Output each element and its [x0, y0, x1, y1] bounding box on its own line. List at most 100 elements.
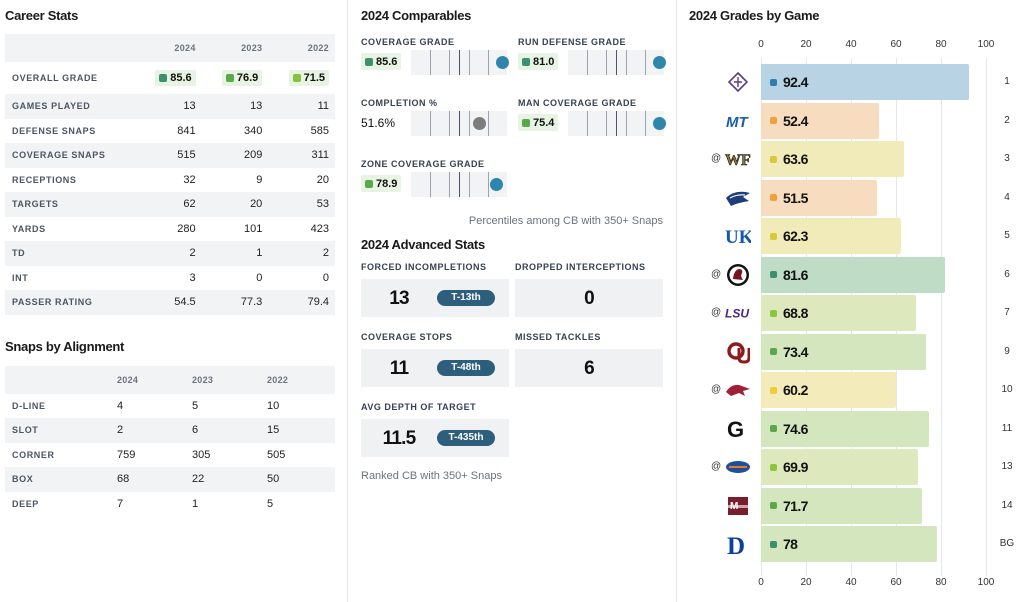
- grade-color-icon: [292, 74, 301, 82]
- grade-color-icon: [365, 179, 373, 188]
- game-grade-label: 73.4: [770, 344, 808, 360]
- grade-color-icon: [770, 502, 777, 509]
- year-header: 2022: [307, 43, 329, 53]
- week-label: 2: [1004, 114, 1010, 126]
- year-header: 2023: [192, 374, 214, 385]
- grade-color-icon: [522, 118, 530, 127]
- grades-by-game-column: 2024 Grades by Game 0 0 20 20 40 40 60 60 80 80 10…: [689, 8, 1019, 602]
- week-label: 11: [1001, 422, 1013, 434]
- rank-badge: T-48th: [437, 360, 495, 376]
- comparables-title: 2024 Comparables: [361, 8, 472, 23]
- game-row[interactable]: G 74.6 11: [689, 410, 1019, 447]
- game-row[interactable]: D 78 BG: [689, 526, 1019, 562]
- game-row[interactable]: @ LSU 68.8 7: [689, 295, 1019, 331]
- game-row[interactable]: M 71.7 14: [689, 487, 1019, 524]
- game-row[interactable]: 73.4 9: [689, 333, 1019, 370]
- stat-row: DEFENSE SNAPS 841 340 585: [5, 119, 335, 144]
- stat-value: 515: [177, 149, 196, 162]
- row-label: YARDS: [12, 223, 46, 234]
- week-label: 5: [1004, 230, 1010, 241]
- row-label: TD: [12, 248, 26, 259]
- grade-color-icon: [770, 78, 777, 86]
- percentile-tick: [459, 111, 460, 136]
- comparable-value-text: 85.6: [376, 55, 398, 68]
- away-indicator: @: [711, 384, 722, 395]
- comparable-row: 75.4: [518, 111, 666, 136]
- overall-grade-row: OVERALL GRADE 85.6 76.9 71.5: [5, 62, 335, 94]
- grade-bar: [761, 526, 937, 562]
- row-label: DEEP: [12, 498, 39, 509]
- alignment-row: DEEP 7 1 5: [5, 492, 335, 517]
- grade-color-icon: [770, 117, 777, 124]
- percentile-tick: [626, 50, 627, 75]
- game-row[interactable]: 92.4 1: [689, 64, 1019, 100]
- chart-gridline: [986, 58, 987, 576]
- stat-row: RECEPTIONS 32 9 20: [5, 168, 335, 193]
- advanced-stat-value: 11.5: [382, 428, 417, 449]
- grade-color-icon: [770, 540, 777, 548]
- percentile-marker: [653, 56, 666, 69]
- comparable-value-text: 75.4: [533, 116, 555, 129]
- grade-chip: 76.9: [221, 70, 263, 86]
- comparable-item: COVERAGE GRADE 85.6: [361, 37, 509, 77]
- x-tick-bottom: 100: [977, 577, 995, 588]
- percentile-marker: [653, 117, 666, 130]
- percentile-tick: [616, 111, 617, 136]
- percentile-tick: [430, 50, 431, 75]
- advanced-stats-title: 2024 Advanced Stats: [361, 237, 485, 252]
- game-grade-value: 81.6: [783, 266, 808, 283]
- advanced-stat-box: 11 T-48th: [361, 349, 509, 387]
- stat-value: 20: [250, 198, 263, 211]
- stat-row: TD 2 1 2: [5, 241, 335, 266]
- week-label: 3: [1004, 153, 1010, 164]
- grade-cell: 76.9: [202, 62, 269, 94]
- alignment-value: 7: [117, 497, 124, 510]
- percentile-tick: [606, 111, 607, 136]
- week-label: 14: [1001, 499, 1013, 511]
- alignment-header-row: 2024 2023 2022: [5, 365, 335, 394]
- stat-value: 585: [310, 124, 329, 137]
- game-row[interactable]: 51.5 4: [689, 179, 1019, 216]
- stat-value: 54.5: [174, 296, 196, 309]
- advanced-stat-box: 11.5 T-435th: [361, 419, 509, 457]
- game-grade-value: 60.2: [783, 382, 808, 398]
- percentile-tick: [469, 111, 470, 136]
- x-tick-bottom: 40: [845, 577, 857, 588]
- row-label: BOX: [12, 474, 34, 485]
- percentile-tick: [488, 50, 489, 75]
- row-label: GAMES PLAYED: [12, 101, 91, 112]
- stat-value: 0: [322, 271, 329, 284]
- comparable-row: 51.6%: [361, 111, 507, 136]
- game-row[interactable]: @69.9 13: [689, 449, 1019, 485]
- game-row[interactable]: @ WF 63.6 3: [689, 141, 1019, 177]
- career-column: Career Stats 2024 2023 2022 OVERALL GRAD…: [5, 8, 335, 516]
- game-row[interactable]: UK 62.3 5: [689, 218, 1019, 254]
- game-grade-value: 92.4: [783, 74, 808, 90]
- ranked-note: Ranked CB with 350+ Snaps: [361, 470, 502, 482]
- week-label: 7: [1004, 307, 1010, 318]
- stat-value: 62: [183, 198, 196, 211]
- stat-row: PASSER RATING 54.5 77.3 79.4: [5, 290, 335, 315]
- comparable-row: 78.9: [361, 172, 507, 197]
- x-tick-bottom: 60: [890, 577, 902, 588]
- razorback-logo-icon: [725, 377, 751, 403]
- grade-bar: [761, 64, 969, 100]
- fleur-de-lis-logo-icon: [725, 69, 751, 95]
- game-row[interactable]: @81.6 6: [689, 256, 1019, 293]
- grade-bar: [761, 333, 927, 370]
- grade-color-icon: [365, 57, 373, 66]
- game-row[interactable]: MT 52.4 2: [689, 102, 1019, 139]
- row-label: CORNER: [12, 449, 55, 460]
- advanced-stat-value: 0: [584, 288, 595, 309]
- rank-badge: T-13th: [437, 290, 495, 306]
- alignment-value: 50: [267, 473, 280, 486]
- grade-bar: [761, 487, 923, 524]
- game-grade-value: 62.3: [783, 228, 808, 244]
- game-row[interactable]: @60.2 10: [689, 372, 1019, 408]
- advanced-stat-box: 13 T-13th: [361, 279, 509, 317]
- grade-bar: [761, 372, 897, 408]
- percentile-track: [411, 50, 509, 75]
- mt-logo-icon: MT: [725, 108, 751, 134]
- comparable-label: COVERAGE GRADE: [361, 37, 455, 47]
- game-grade-label: 60.2: [770, 382, 808, 398]
